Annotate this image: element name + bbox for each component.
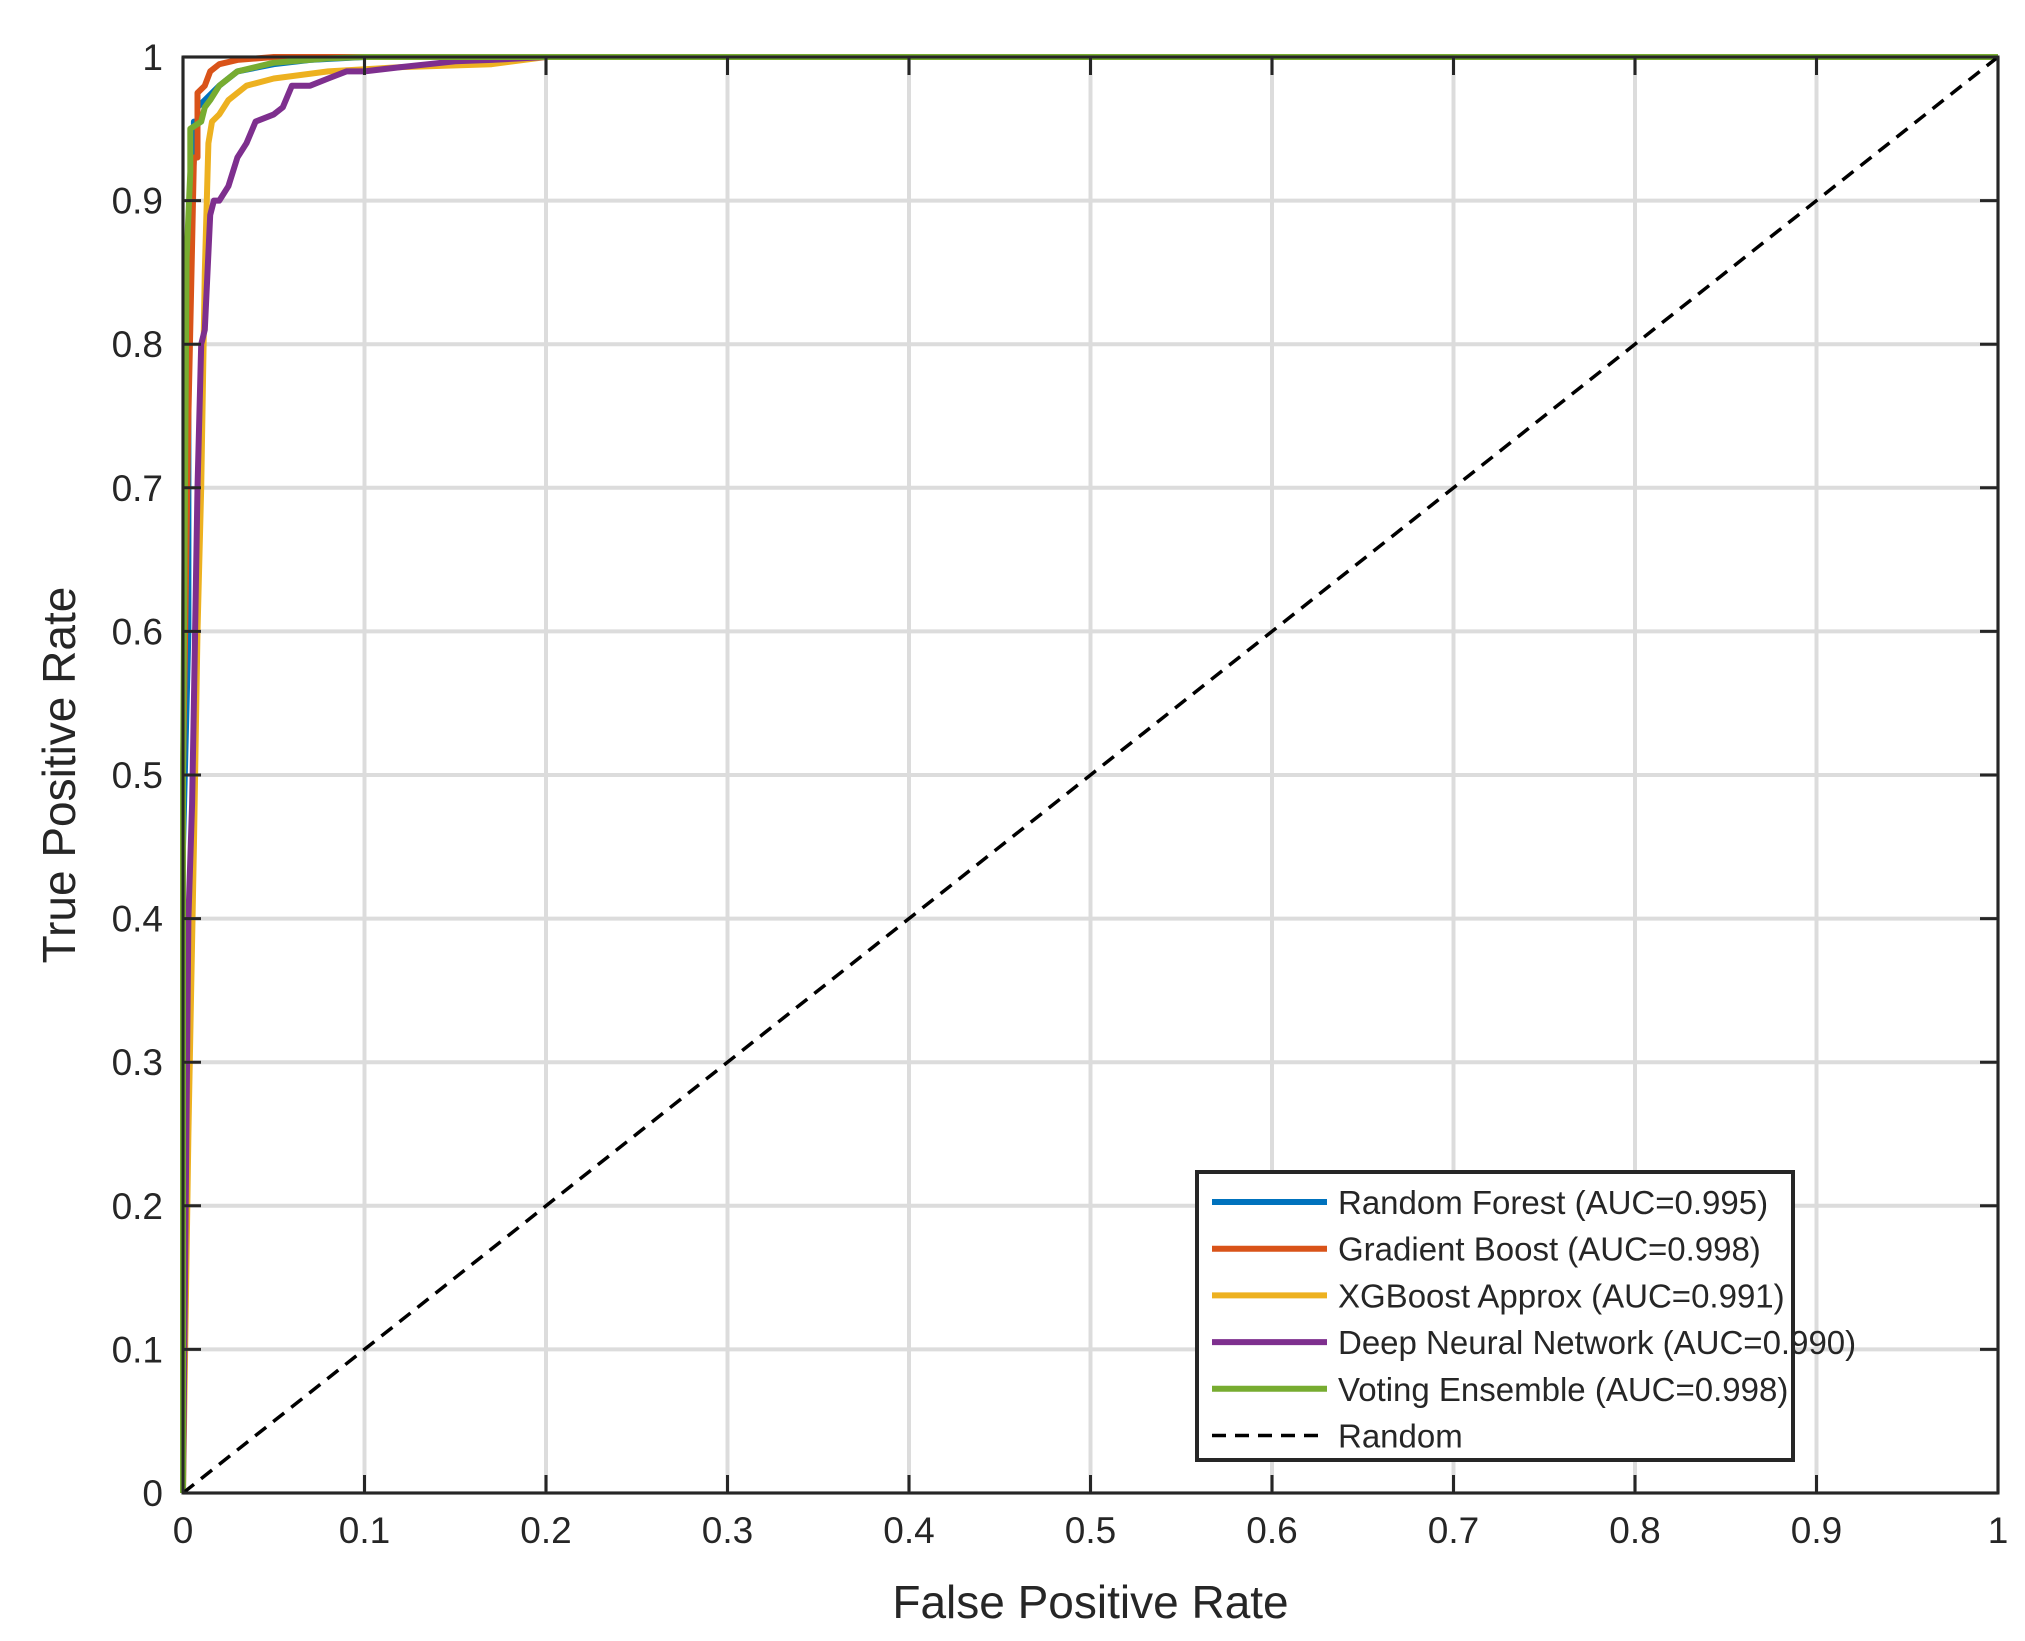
series-line-3	[180, 54, 1998, 1494]
legend-entry-1: Gradient Boost (AUC=0.998)	[1338, 1231, 1761, 1268]
y-tick-label: 0.5	[112, 755, 163, 796]
x-tick-label: 1	[1988, 1510, 2009, 1551]
y-tick-label: 1	[142, 37, 163, 78]
legend-entry-5: Random	[1338, 1418, 1463, 1455]
y-tick-label: 0.8	[112, 324, 163, 365]
x-tick-label: 0.6	[1246, 1510, 1297, 1551]
y-tick-label: 0.6	[112, 611, 163, 652]
x-tick-label: 0	[173, 1510, 194, 1551]
x-tick-label: 0.7	[1428, 1510, 1479, 1551]
tick-labels: 0 0.1 0.2 0.3 0.4 0.5 0.6 0.7 0.8 0.9 1 0 0.1 0.2 0.3 0…	[112, 37, 2009, 1551]
y-tick-label: 0	[142, 1473, 163, 1514]
x-tick-label: 0.1	[339, 1510, 390, 1551]
x-tick-label: 0.3	[702, 1510, 753, 1551]
legend: Random Forest (AUC=0.995) Gradient Boost …	[1195, 1170, 1856, 1462]
legend-entry-4: Voting Ensemble (AUC=0.998)	[1338, 1371, 1788, 1408]
x-tick-label: 0.8	[1609, 1510, 1660, 1551]
x-tick-label: 0.2	[520, 1510, 571, 1551]
y-tick-label: 0.2	[112, 1186, 163, 1227]
y-tick-label: 0.1	[112, 1329, 163, 1370]
x-tick-label: 0.9	[1791, 1510, 1842, 1551]
legend-entry-0: Random Forest (AUC=0.995)	[1338, 1184, 1768, 1221]
y-tick-label: 0.9	[112, 181, 163, 222]
y-tick-label: 0.3	[112, 1042, 163, 1083]
x-tick-label: 0.5	[1065, 1510, 1116, 1551]
x-axis-label: False Positive Rate	[892, 1576, 1288, 1628]
legend-box	[1195, 1170, 1795, 1462]
x-tick-label: 0.4	[883, 1510, 934, 1551]
legend-entry-3: Deep Neural Network (AUC=0.990)	[1338, 1324, 1856, 1361]
series-line-4	[180, 54, 1998, 1493]
legend-entry-2: XGBoost Approx (AUC=0.991)	[1338, 1277, 1785, 1314]
y-tick-label: 0.4	[112, 899, 163, 940]
axis-ticks	[181, 55, 2000, 1495]
series-line-5	[181, 55, 2000, 1495]
y-axis-label: True Positive Rate	[33, 587, 85, 964]
y-tick-label: 0.7	[112, 468, 163, 509]
